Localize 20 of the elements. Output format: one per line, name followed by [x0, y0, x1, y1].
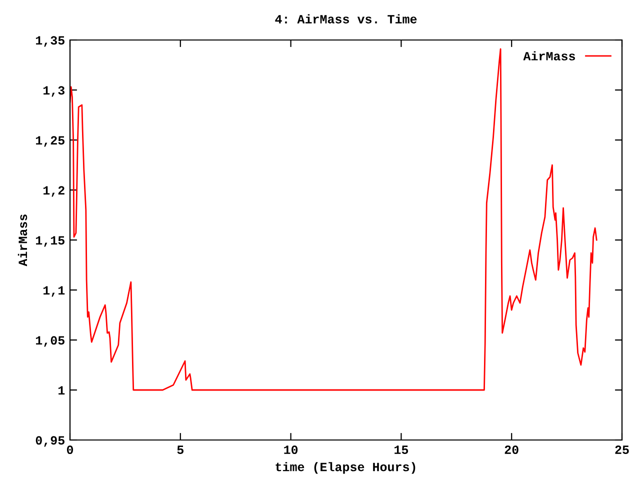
x-tick-label: 25	[615, 446, 629, 454]
y-tick-label: 1,2	[43, 186, 64, 197]
x-tick-label: 15	[394, 446, 408, 454]
y-tick-label: 1,15	[36, 236, 64, 247]
y-tick-label: 1	[58, 386, 65, 395]
y-tick-label: 1,25	[36, 136, 64, 147]
x-tick-label: 20	[504, 446, 518, 454]
x-tick-label: 10	[284, 446, 298, 454]
y-tick-label: 1,35	[36, 36, 64, 47]
y-tick-label: 1,05	[36, 336, 64, 347]
y-tick-label: 1,1	[43, 286, 65, 297]
legend-label: AirMass	[523, 51, 575, 60]
x-tick-label: 0	[66, 446, 74, 454]
y-tick-label: 0,95	[36, 436, 64, 447]
y-axis-title: AirMass	[18, 214, 28, 266]
chart-title: 4: AirMass vs. Time	[275, 14, 417, 24]
x-axis-title: time (Elapse Hours)	[276, 462, 416, 474]
line-series	[70, 48, 598, 391]
y-tick-label: 1,3	[43, 86, 65, 97]
x-tick-label: 5	[177, 446, 184, 454]
